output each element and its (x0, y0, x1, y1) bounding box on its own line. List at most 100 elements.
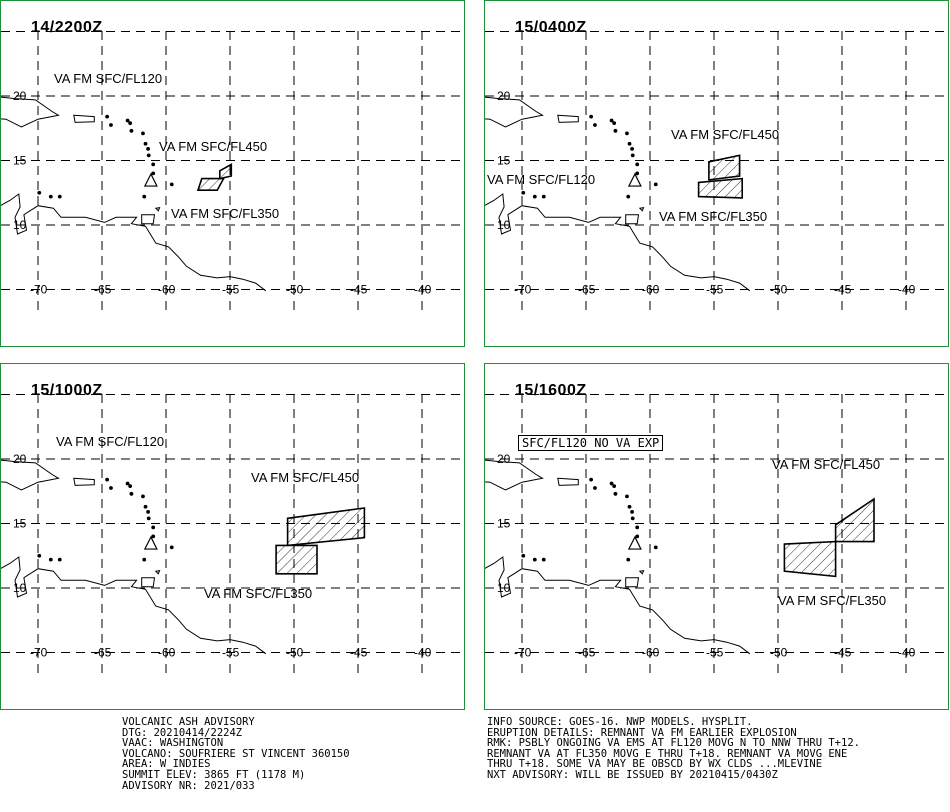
island (129, 491, 134, 496)
island (105, 477, 110, 482)
island (48, 194, 53, 199)
lon-tick-label: -40 (414, 283, 432, 297)
island (37, 190, 42, 195)
island (109, 123, 113, 127)
lat-tick-label: 10 (13, 218, 27, 232)
island (125, 481, 130, 486)
island (142, 194, 147, 199)
island (532, 194, 537, 199)
ash-area-fl350 (196, 177, 225, 191)
land-trinidad (141, 214, 156, 225)
volcano-icon (143, 535, 158, 550)
island (146, 153, 151, 158)
ash-area-fl450 (708, 154, 741, 181)
lon-tick-label: -70 (514, 283, 532, 297)
island (169, 545, 174, 550)
ash-area-fl350 (697, 177, 743, 199)
coastline (485, 459, 751, 655)
island (627, 504, 632, 509)
island (146, 509, 150, 514)
land-trinidad (625, 214, 640, 225)
island (626, 557, 631, 562)
advisory-header: VOLCANIC ASH ADVISORY DTG: 20210414/2224… (122, 717, 350, 791)
map-panel-2: -70 -65 -60 -55 -50 -45 -40 20 15 10 VA FM SFC/FL4… (484, 0, 949, 347)
land-puertorico (557, 477, 579, 486)
ash-area-fl450 (834, 497, 875, 543)
land-puertorico (73, 477, 95, 486)
advisory-line: NXT ADVISORY: WILL BE ISSUED BY 20210415… (487, 768, 778, 781)
ash-label: VA FM SFC/FL120 (54, 71, 163, 86)
advisory-line: INFO SOURCE: GOES-16. NWP MODELS. HYSPLI… (487, 716, 753, 728)
lon-tick-label: -60 (642, 646, 660, 660)
ash-area-fl450 (286, 507, 366, 547)
map-canvas: -70 -65 -60 -55 -50 -45 -40 20 15 10 (485, 31, 948, 311)
lat-lon-grid (1, 31, 464, 311)
ash-label: VA FM SFC/FL120 (56, 434, 165, 449)
island (57, 557, 62, 562)
lon-tick-label: -40 (898, 646, 916, 660)
advisory-line: THRU T+18. SOME VA MAY BE OBSCD BY WX CL… (487, 758, 823, 771)
map-panel-4: -70 -65 -60 -55 -50 -45 -40 20 15 10 VA FM SFC/FL4… (484, 363, 949, 710)
lat-tick-label: 15 (13, 154, 27, 168)
lat-tick-label: 10 (497, 581, 511, 595)
panel-time: 14/2200Z (31, 19, 103, 36)
volcano-icon (627, 172, 642, 187)
island (630, 153, 635, 158)
map-panel-1: -70 -65 -60 -55 -50 -45 -40 20 15 10 VA FM SFC/FL1… (0, 0, 465, 347)
island (609, 481, 614, 486)
island (532, 557, 537, 562)
lat-tick-label: 10 (13, 581, 27, 595)
island (635, 171, 640, 176)
lat-tick-label: 20 (13, 452, 27, 466)
land-hispaniola (485, 96, 544, 128)
lon-tick-label: -65 (578, 283, 596, 297)
land-trinidad (625, 577, 640, 588)
volcano-icon (627, 535, 642, 550)
lon-tick-label: -50 (770, 283, 788, 297)
ash-label: VA FM SFC/FL120 (487, 172, 596, 187)
advisory-remarks: INFO SOURCE: GOES-16. NWP MODELS. HYSPLI… (487, 717, 860, 781)
land-venezuela (485, 556, 751, 655)
land-venezuela (485, 193, 751, 292)
lon-tick-label: -40 (898, 283, 916, 297)
volcano-icon (143, 172, 158, 187)
island (169, 182, 174, 187)
ash-label: VA FM SFC/FL450 (772, 457, 881, 472)
land-tobago (638, 569, 645, 575)
lon-tick-label: -65 (94, 283, 112, 297)
no-ash-box: SFC/FL120 NO VA EXP (518, 435, 664, 451)
island (146, 146, 150, 151)
island (57, 194, 62, 199)
map-canvas: -70 -65 -60 -55 -50 -45 -40 20 15 10 (1, 394, 464, 674)
ash-label: VA FM SFC/FL350 (171, 206, 280, 221)
ash-label: VA FM SFC/FL350 (778, 593, 887, 608)
panel-time: 15/1000Z (31, 382, 103, 399)
island (125, 118, 130, 123)
island (151, 525, 156, 530)
lon-tick-label: -60 (158, 283, 176, 297)
island (625, 131, 629, 136)
lat-tick-label: 15 (497, 517, 511, 531)
lon-tick-label: -55 (706, 646, 724, 660)
lon-tick-label: -50 (286, 283, 304, 297)
lon-tick-label: -70 (30, 283, 48, 297)
island (142, 557, 147, 562)
coastline (1, 96, 267, 292)
advisory-line: REMNANT VA AT FL350 MOVG E THRU T+18. RE… (487, 747, 848, 760)
island (141, 131, 145, 136)
lon-tick-label: -55 (706, 283, 724, 297)
lon-tick-label: -55 (222, 283, 240, 297)
island (612, 121, 617, 125)
lon-tick-label: -55 (222, 646, 240, 660)
island (613, 491, 618, 496)
land-hispaniola (1, 96, 60, 128)
lon-tick-label: -40 (414, 646, 432, 660)
land-hispaniola (1, 459, 60, 491)
land-trinidad (141, 577, 156, 588)
land-venezuela (1, 193, 267, 292)
lat-tick-label: 15 (497, 154, 511, 168)
land-tobago (154, 569, 161, 575)
island (109, 486, 113, 490)
island (37, 553, 42, 558)
ash-label: VA FM SFC/FL450 (671, 127, 780, 142)
